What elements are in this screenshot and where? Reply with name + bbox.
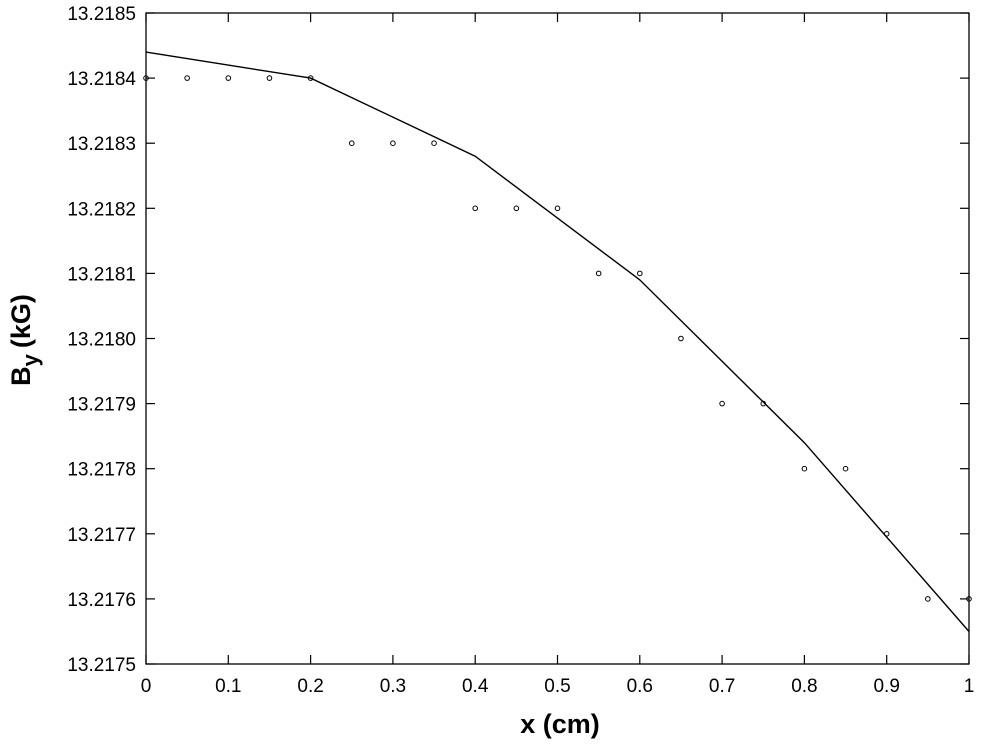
x-tick-label: 0.4 [462,676,489,697]
y-tick-label: 13.2182 [67,199,136,220]
y-axis-ticks: 13.2175 13.2176 13.2177 13.2178 13.2179 13.21… [67,4,969,676]
fit-line [145,51,970,632]
y-axis-title-subscript: y [18,353,43,366]
x-tick-label: 0 [141,676,152,697]
y-tick-label: 13.2177 [67,525,136,546]
x-tick-label: 0.3 [380,676,406,697]
x-tick-label: 0.6 [627,676,653,697]
plot-frame [145,12,970,665]
x-tick-label: 0.7 [709,676,735,697]
data-point [143,75,149,81]
y-tick-label: 13.2180 [67,330,136,351]
data-point [554,205,561,212]
y-axis-title: By (kG) [6,294,43,386]
data-point [678,335,684,342]
x-tick-label: 1 [964,676,975,697]
data-point [431,140,437,146]
x-axis-ticks: 0 0.1 0.2 0.3 0.4 0.5 0.6 0.7 0.8 0.9 1 [141,13,975,697]
data-point [513,205,520,212]
data-point [595,270,602,277]
y-axis-title-main: B [6,366,36,386]
data-point [925,596,931,602]
x-axis-title: x (cm) [520,709,600,739]
data-point [225,75,232,81]
y-tick-label: 13.2176 [67,590,136,611]
y-tick-label: 13.2185 [67,4,136,25]
data-point [719,400,725,407]
data-point [842,465,849,472]
y-tick-label: 13.2184 [67,69,136,90]
x-tick-label: 0.5 [544,676,570,697]
y-tick-label: 13.2175 [67,655,136,676]
x-tick-label: 0.8 [791,676,817,697]
series-layer [143,51,972,632]
data-point [266,75,273,81]
x-tick-label: 0.1 [215,676,241,697]
x-tick-label: 0.2 [297,676,323,697]
data-point [348,140,355,146]
data-point [801,465,808,472]
data-point [966,596,972,602]
data-point [472,205,479,212]
y-tick-label: 13.2183 [67,134,136,155]
data-point [390,140,396,146]
y-axis-title-unit: (kG) [6,294,36,348]
y-tick-label: 13.2179 [67,395,136,416]
data-point [637,270,643,277]
data-point [184,75,190,81]
x-tick-label: 0.9 [873,676,899,697]
y-tick-label: 13.2178 [67,460,136,481]
y-tick-label: 13.2181 [67,264,136,285]
